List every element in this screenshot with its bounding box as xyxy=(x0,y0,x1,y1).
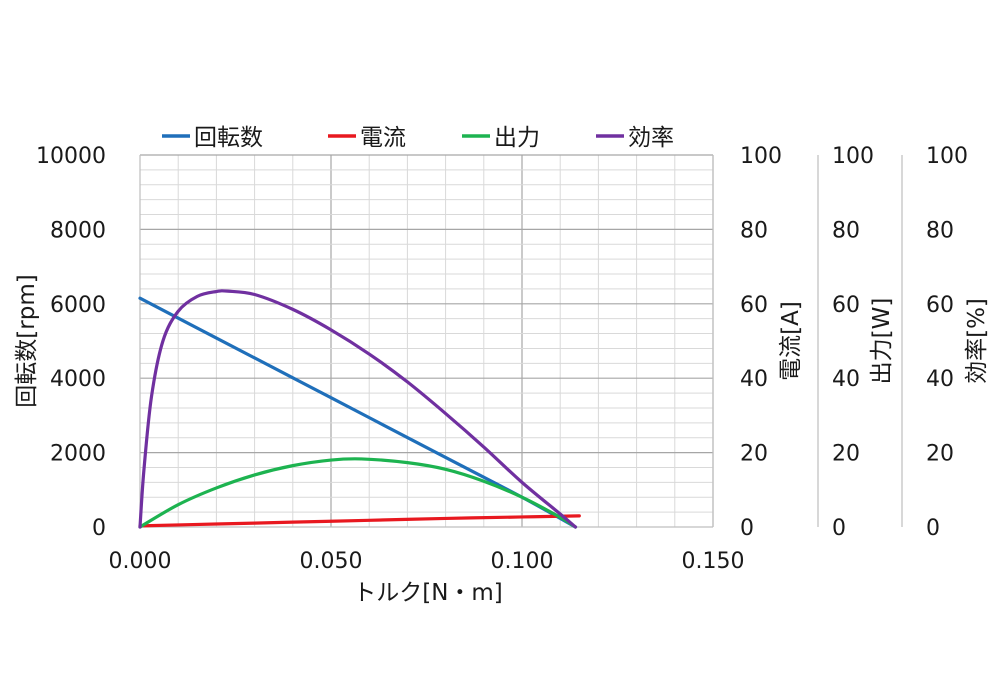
series-line-power xyxy=(138,457,578,529)
y-tick-label-current: 0 xyxy=(740,516,754,541)
grid-lines xyxy=(140,154,714,527)
y-tick-label-efficiency: 80 xyxy=(926,218,954,243)
y-tick-label-efficiency: 20 xyxy=(926,442,954,467)
legend-label-rpm: 回転数 xyxy=(194,125,263,151)
y-tick-label-efficiency: 40 xyxy=(926,367,954,392)
legend: 回転数 電流 出力 効率 xyxy=(162,125,674,151)
legend-label-current: 電流 xyxy=(360,125,406,151)
legend-label-power: 出力 xyxy=(494,125,540,151)
y-tick-label-current: 20 xyxy=(740,442,768,467)
y-tick-label-rpm: 8000 xyxy=(50,218,106,243)
series-line-current xyxy=(138,514,581,528)
y-tick-label-rpm: 6000 xyxy=(50,293,106,318)
x-tick-label: 0.050 xyxy=(300,549,363,574)
y-tick-label-rpm: 10000 xyxy=(36,144,106,169)
y-tick-label-rpm: 0 xyxy=(92,516,106,541)
y-tick-label-current: 40 xyxy=(740,367,768,392)
y-axis-title-efficiency: 効率[%] xyxy=(964,298,990,384)
legend-label-efficiency: 効率 xyxy=(628,125,674,151)
x-tick-label: 0.100 xyxy=(491,549,554,574)
plot-frame xyxy=(139,155,903,528)
y-tick-label-power: 80 xyxy=(832,218,860,243)
y-axis-title-rpm: 回転数[rpm] xyxy=(14,274,40,407)
y-tick-label-efficiency: 100 xyxy=(926,144,968,169)
y-tick-label-power: 60 xyxy=(832,293,860,318)
y-tick-label-current: 60 xyxy=(740,293,768,318)
y-tick-label-current: 100 xyxy=(740,144,782,169)
y-tick-label-power: 20 xyxy=(832,442,860,467)
y-tick-label-power: 100 xyxy=(832,144,874,169)
y-tick-label-rpm: 2000 xyxy=(50,442,106,467)
y-tick-label-power: 40 xyxy=(832,367,860,392)
x-tick-labels: 0.000 0.050 0.100 0.150 xyxy=(109,549,745,574)
y-tick-label-current: 80 xyxy=(740,218,768,243)
y-axis-title-power: 出力[W] xyxy=(869,298,895,385)
x-tick-label: 0.150 xyxy=(682,549,745,574)
y-tick-label-efficiency: 0 xyxy=(926,516,940,541)
y-tick-label-efficiency: 60 xyxy=(926,293,954,318)
y-tick-label-rpm: 4000 xyxy=(50,367,106,392)
y-tick-labels: 0 2000 4000 6000 8000 10000 0 20 40 60 80 100 0 20 40 6… xyxy=(36,144,968,541)
y-axis-title-current: 電流[A] xyxy=(778,301,804,381)
x-tick-label: 0.000 xyxy=(109,549,172,574)
series-lines xyxy=(138,289,581,529)
y-tick-label-power: 0 xyxy=(832,516,846,541)
series-line-efficiency xyxy=(138,289,578,529)
x-axis-title: トルク[N・m] xyxy=(353,580,503,606)
